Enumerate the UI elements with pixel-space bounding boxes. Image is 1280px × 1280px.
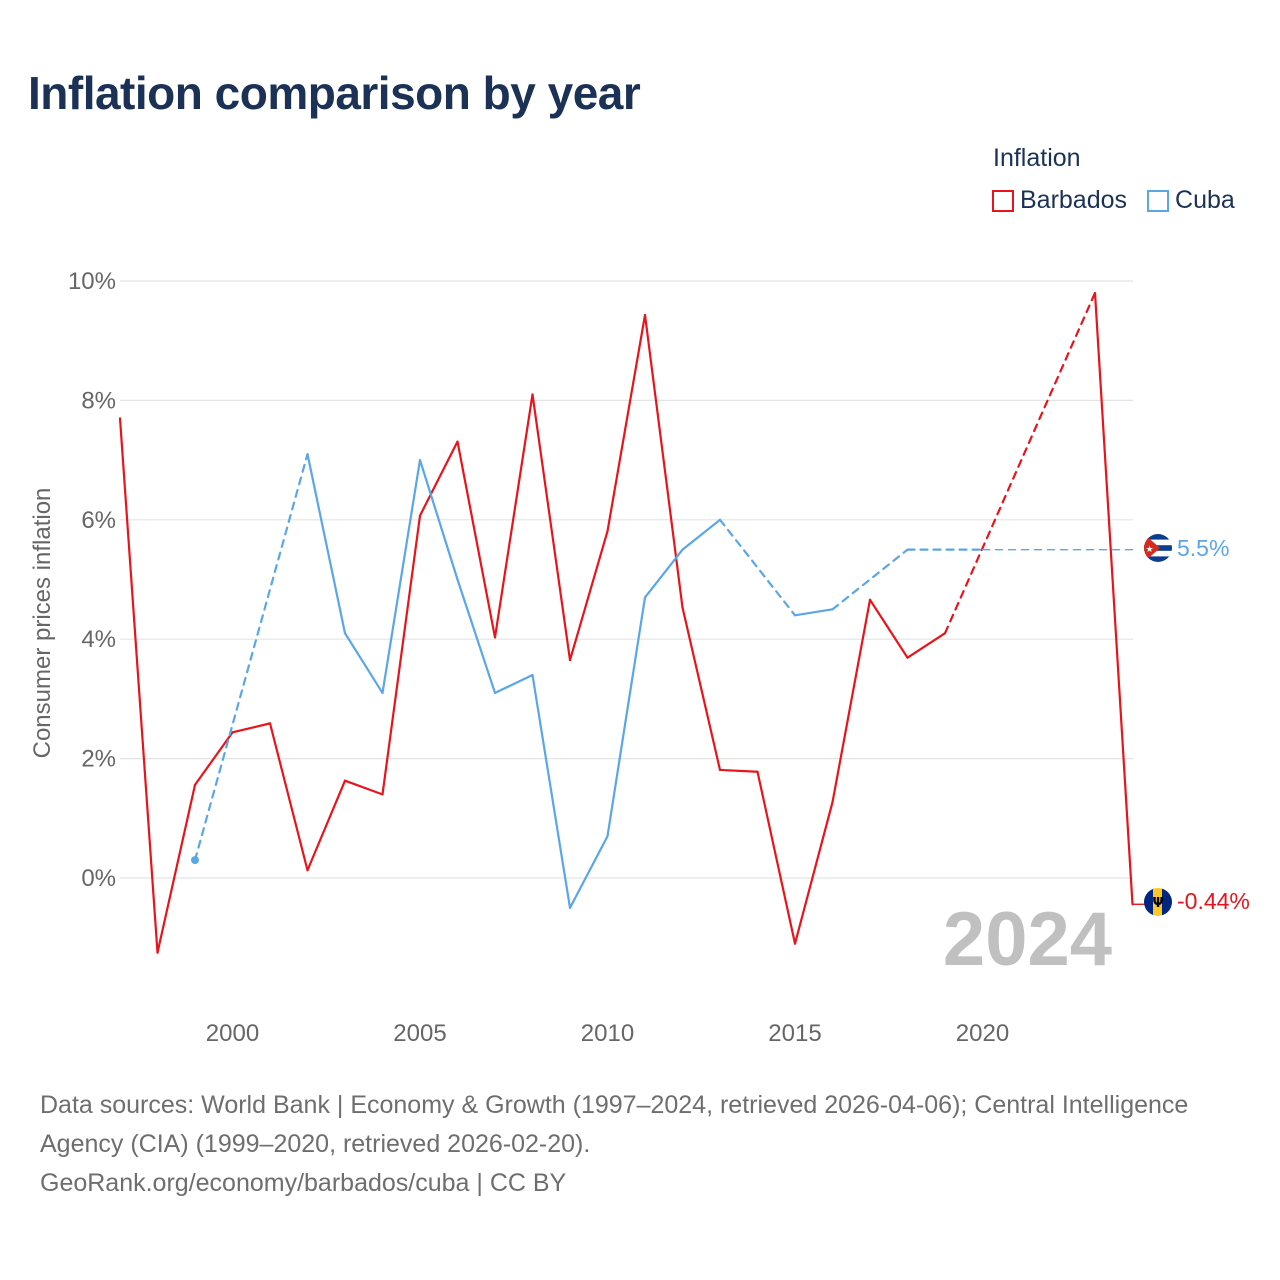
series-layer	[118, 291, 1146, 954]
series-segment-barbados	[831, 598, 872, 804]
legend-item-cuba[interactable]: Cuba	[1147, 186, 1235, 215]
series-segment-cuba	[418, 459, 459, 581]
series-segment-cuba	[681, 518, 722, 551]
series-segment-cuba	[456, 578, 497, 695]
page-title: Inflation comparison by year	[28, 67, 641, 119]
series-segment-barbados	[868, 598, 909, 659]
series-segment-barbados	[531, 393, 572, 662]
legend-item-barbados[interactable]: Barbados	[992, 186, 1127, 215]
series-segment-cuba	[643, 548, 684, 599]
cuba-flag: ★	[1144, 534, 1172, 562]
series-segment-cuba	[343, 632, 384, 695]
series-segment-barbados	[643, 313, 684, 609]
series-segment-barbados	[156, 783, 197, 954]
legend-label-barbados: Barbados	[1020, 186, 1128, 214]
series-segment-barbados	[493, 393, 534, 639]
series-segment-barbados	[906, 632, 947, 659]
series-segment-barbados	[193, 731, 234, 786]
y-tick-label: 4%	[81, 626, 116, 653]
series-segment-barbados	[118, 417, 159, 954]
x-tick-label: 2015	[768, 1020, 821, 1047]
series-segment-cuba	[831, 548, 909, 611]
y-axis: 0% 2% 4% 6% 8% 10%	[68, 268, 116, 892]
series-segment-barbados	[231, 722, 272, 734]
series-barbados	[118, 291, 1146, 954]
series-segment-cuba	[606, 596, 647, 838]
legend-title: Inflation	[993, 144, 1081, 172]
series-segment-barbados	[268, 722, 309, 872]
series-segment-cuba	[493, 673, 534, 695]
series-cuba	[191, 453, 1134, 909]
x-tick-label: 2020	[956, 1020, 1009, 1047]
series-start-point-cuba	[191, 856, 199, 865]
y-tick-label: 8%	[81, 387, 116, 414]
footer-attribution[interactable]: GeoRank.org/economy/barbados/cuba | CC B…	[40, 1169, 567, 1197]
legend-swatch-barbados	[992, 189, 1014, 212]
y-axis-label: Consumer prices inflation	[29, 488, 56, 759]
end-label-barbados: -0.44%	[1177, 888, 1250, 914]
x-tick-label: 2005	[393, 1020, 446, 1047]
svg-text:Ψ: Ψ	[1152, 896, 1163, 911]
barbados-flag: Ψ	[1144, 888, 1172, 916]
series-segment-barbados	[793, 801, 834, 945]
series-segment-barbados	[568, 530, 609, 662]
x-tick-label: 2000	[206, 1020, 259, 1047]
y-tick-label: 10%	[68, 268, 116, 295]
series-segment-barbados	[418, 440, 459, 517]
series-segment-barbados	[718, 768, 759, 773]
y-tick-label: 0%	[81, 865, 116, 892]
x-tick-label: 2010	[581, 1020, 634, 1047]
svg-text:★: ★	[1145, 545, 1153, 555]
series-segment-barbados	[681, 606, 722, 772]
series-segment-barbados	[943, 291, 1097, 635]
series-segment-cuba	[531, 673, 572, 909]
series-segment-barbados	[606, 313, 647, 533]
series-segment-barbados	[306, 779, 347, 872]
series-segment-barbados	[381, 514, 422, 796]
y-tick-label: 6%	[81, 507, 116, 534]
series-segment-barbados	[343, 779, 384, 796]
series-segment-cuba	[306, 453, 347, 635]
series-segment-cuba	[381, 459, 422, 695]
end-label-cuba: 5.5%	[1177, 535, 1229, 561]
legend-label-cuba: Cuba	[1175, 186, 1235, 214]
x-axis: 2000 2005 2010 2015 2020	[206, 1020, 1009, 1047]
series-segment-barbados	[756, 770, 797, 945]
series-segment-cuba	[193, 453, 309, 862]
legend-swatch-cuba	[1147, 189, 1170, 212]
series-segment-cuba	[793, 608, 834, 617]
legend: Barbados Cuba	[992, 186, 1235, 215]
footer-sources-line-2: Agency (CIA) (1999–2020, retrieved 2026-…	[40, 1130, 591, 1158]
series-segment-barbados	[1093, 291, 1134, 906]
series-segment-barbados	[456, 440, 497, 639]
series-segment-cuba	[718, 518, 797, 617]
footer: Data sources: World Bank | Economy & Gro…	[40, 1086, 1250, 1203]
series-segment-cuba	[568, 835, 609, 909]
current-year-label: 2024	[943, 897, 1112, 982]
y-tick-label: 2%	[81, 746, 116, 773]
footer-sources-line-1: Data sources: World Bank | Economy & Gro…	[40, 1091, 1189, 1119]
